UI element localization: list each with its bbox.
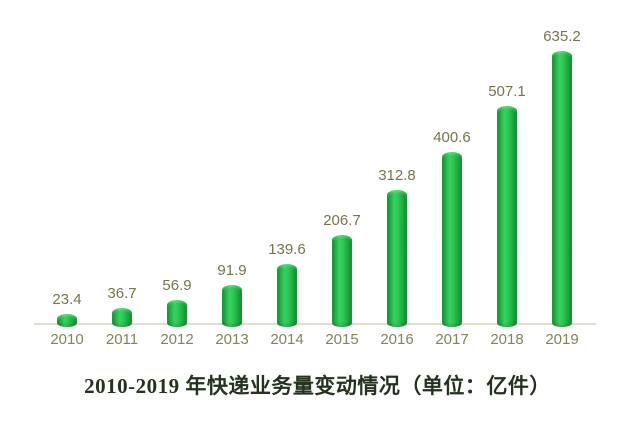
bar-value-label: 400.6 [433, 129, 471, 146]
x-tick-label: 2016 [380, 331, 414, 348]
bar-value-label: 312.8 [378, 167, 416, 184]
bar [57, 314, 77, 327]
x-tick-label: 2010 [50, 331, 84, 348]
x-tick-label: 2011 [105, 331, 139, 348]
x-axis-line [34, 323, 596, 325]
x-tick-label: 2017 [435, 331, 469, 348]
bar-value-label: 91.9 [217, 262, 247, 279]
x-tick-label: 2018 [490, 331, 524, 348]
x-tick-label: 2012 [160, 331, 194, 348]
x-tick-label: 2015 [325, 331, 359, 348]
bar [222, 285, 242, 327]
bar-value-label: 139.6 [268, 241, 306, 258]
bar-value-label: 206.7 [323, 212, 361, 229]
bar [497, 106, 517, 327]
bar-value-label: 56.9 [162, 277, 192, 294]
bar-value-label: 507.1 [488, 83, 526, 100]
bar-value-label: 23.4 [52, 291, 82, 308]
bar [332, 235, 352, 327]
bar-value-label: 635.2 [543, 28, 581, 45]
bar [112, 308, 132, 327]
x-tick-label: 2013 [215, 331, 249, 348]
bar-value-label: 36.7 [107, 285, 137, 302]
bar [167, 300, 187, 327]
bar [387, 190, 407, 327]
x-tick-label: 2019 [545, 331, 579, 348]
chart-title: 2010-2019 年快递业务量变动情况（单位：亿件） [84, 374, 551, 398]
bar [552, 51, 572, 327]
x-tick-label: 2014 [270, 331, 304, 348]
bar [442, 152, 462, 327]
bar [277, 264, 297, 327]
